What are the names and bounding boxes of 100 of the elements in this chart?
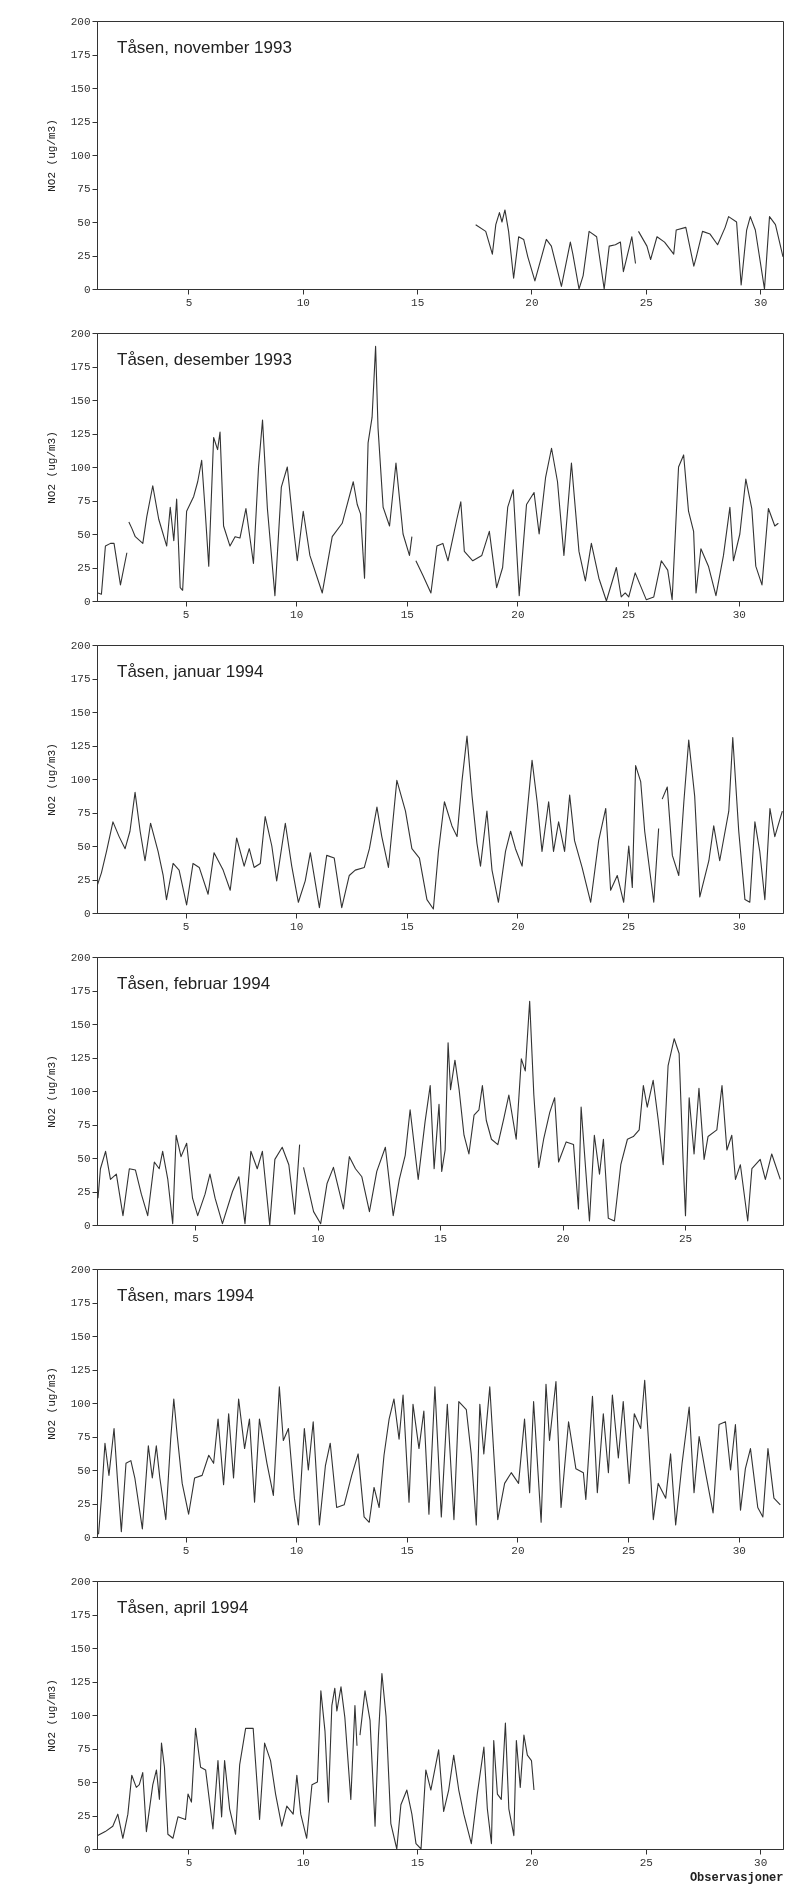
y-tick-label: 125 bbox=[70, 428, 91, 440]
y-axis-title: NO2 (ug/m3) bbox=[45, 431, 58, 504]
y-tick-label: 50 bbox=[77, 528, 91, 541]
y-tick-label: 175 bbox=[70, 49, 91, 61]
y-tick-label: 100 bbox=[70, 1709, 91, 1722]
y-tick-label: 75 bbox=[77, 1119, 91, 1131]
x-tick-label: 10 bbox=[290, 920, 304, 933]
y-tick-label: 175 bbox=[70, 985, 91, 997]
x-tick-label: 20 bbox=[511, 608, 525, 621]
y-tick-label: 150 bbox=[70, 1642, 91, 1655]
y-tick-label: 25 bbox=[77, 250, 91, 262]
x-tick-label: 25 bbox=[639, 1856, 653, 1869]
y-tick-label: 150 bbox=[70, 82, 91, 95]
y-tick-label: 175 bbox=[70, 1297, 91, 1309]
x-tick-label: 20 bbox=[511, 1544, 525, 1557]
text: Tåsen, februar 1994 bbox=[117, 974, 271, 993]
text: Tåsen, mars 1994 bbox=[117, 1286, 255, 1305]
x-tick-label: 20 bbox=[525, 1856, 539, 1869]
x-tick-label: 5 bbox=[182, 1544, 190, 1557]
x-tick-label: 15 bbox=[400, 1544, 414, 1557]
text: Tåsen, januar 1994 bbox=[117, 662, 264, 681]
x-tick-label: 30 bbox=[732, 920, 746, 933]
x-tick-label: 15 bbox=[400, 920, 414, 933]
y-tick-label: 200 bbox=[70, 1263, 91, 1276]
y-tick-label: 0 bbox=[83, 1843, 91, 1856]
y-tick-label: 150 bbox=[70, 1330, 91, 1343]
x-tick-label: 25 bbox=[622, 920, 636, 933]
y-tick-label: 75 bbox=[77, 183, 91, 195]
y-tick-label: 25 bbox=[77, 1810, 91, 1822]
y-tick-label: 150 bbox=[70, 706, 91, 719]
y-tick-label: 125 bbox=[70, 116, 91, 128]
x-tick-label: 25 bbox=[622, 1544, 636, 1557]
y-tick-label: 175 bbox=[70, 1609, 91, 1621]
y-tick-label: 25 bbox=[77, 1498, 91, 1510]
y-tick-label: 175 bbox=[70, 673, 91, 685]
x-tick-label: 10 bbox=[296, 296, 310, 309]
y-tick-label: 200 bbox=[70, 1575, 91, 1588]
x-tick-label: 5 bbox=[182, 608, 190, 621]
y-tick-label: 100 bbox=[70, 1397, 91, 1410]
x-tick-label: 25 bbox=[622, 608, 636, 621]
y-tick-label: 125 bbox=[70, 1676, 91, 1688]
x-tick-label: 10 bbox=[296, 1856, 310, 1869]
y-tick-label: 125 bbox=[70, 1364, 91, 1376]
y-tick-label: 50 bbox=[77, 840, 91, 853]
y-tick-label: 0 bbox=[83, 595, 91, 608]
y-tick-label: 0 bbox=[83, 283, 91, 296]
y-tick-label: 75 bbox=[77, 495, 91, 507]
x-tick-label: 10 bbox=[311, 1232, 325, 1245]
y-tick-label: 200 bbox=[70, 951, 91, 964]
y-axis-title: NO2 (ug/m3) bbox=[45, 743, 58, 816]
y-tick-label: 200 bbox=[70, 639, 91, 652]
y-tick-label: 100 bbox=[70, 773, 91, 786]
y-tick-label: 50 bbox=[77, 1776, 91, 1789]
x-tick-label: 10 bbox=[290, 1544, 304, 1557]
y-tick-label: 75 bbox=[77, 1743, 91, 1755]
y-axis-title: NO2 (ug/m3) bbox=[45, 119, 58, 192]
x-tick-label: 15 bbox=[411, 296, 425, 309]
x-tick-label: 30 bbox=[754, 296, 768, 309]
y-tick-label: 125 bbox=[70, 1052, 91, 1064]
y-tick-label: 25 bbox=[77, 1186, 91, 1198]
y-axis-title: NO2 (ug/m3) bbox=[45, 1055, 58, 1128]
y-tick-label: 75 bbox=[77, 1431, 91, 1443]
x-tick-label: 5 bbox=[185, 296, 193, 309]
x-tick-label: 20 bbox=[525, 296, 539, 309]
y-tick-label: 0 bbox=[83, 907, 91, 920]
text: Tåsen, november 1993 bbox=[117, 38, 292, 57]
y-tick-label: 175 bbox=[70, 361, 91, 373]
x-tick-label: 20 bbox=[511, 920, 525, 933]
y-tick-label: 0 bbox=[83, 1531, 91, 1544]
y-tick-label: 75 bbox=[77, 807, 91, 819]
y-tick-label: 0 bbox=[83, 1219, 91, 1232]
y-tick-label: 150 bbox=[70, 1018, 91, 1031]
y-tick-label: 200 bbox=[70, 15, 91, 28]
x-tick-label: 15 bbox=[400, 608, 414, 621]
y-tick-label: 50 bbox=[77, 1152, 91, 1165]
x-tick-label: 5 bbox=[182, 920, 190, 933]
y-tick-label: 100 bbox=[70, 1085, 91, 1098]
x-tick-label: 10 bbox=[290, 608, 304, 621]
x-tick-label: 25 bbox=[639, 296, 653, 309]
x-tick-label: 5 bbox=[192, 1232, 199, 1245]
x-tick-label: 15 bbox=[433, 1232, 448, 1245]
x-tick-label: 5 bbox=[185, 1856, 193, 1869]
y-tick-label: 50 bbox=[77, 216, 91, 229]
x-axis-title: Observasjoner bbox=[689, 1870, 784, 1885]
y-tick-label: 25 bbox=[77, 562, 91, 574]
y-tick-label: 25 bbox=[77, 874, 91, 886]
x-tick-label: 30 bbox=[732, 608, 746, 621]
y-tick-label: 200 bbox=[70, 327, 91, 340]
x-tick-label: 30 bbox=[732, 1544, 746, 1557]
y-axis-title: NO2 (ug/m3) bbox=[45, 1367, 58, 1440]
text: Tåsen, april 1994 bbox=[117, 1598, 249, 1617]
x-tick-label: 30 bbox=[754, 1856, 768, 1869]
y-tick-label: 100 bbox=[70, 461, 91, 474]
x-tick-label: 25 bbox=[678, 1232, 693, 1245]
x-tick-label: 15 bbox=[411, 1856, 425, 1869]
x-tick-label: 20 bbox=[556, 1232, 570, 1245]
y-tick-label: 100 bbox=[70, 149, 91, 162]
y-tick-label: 150 bbox=[70, 394, 91, 407]
text: Tåsen, desember 1993 bbox=[117, 350, 292, 369]
y-tick-label: 50 bbox=[77, 1464, 91, 1477]
